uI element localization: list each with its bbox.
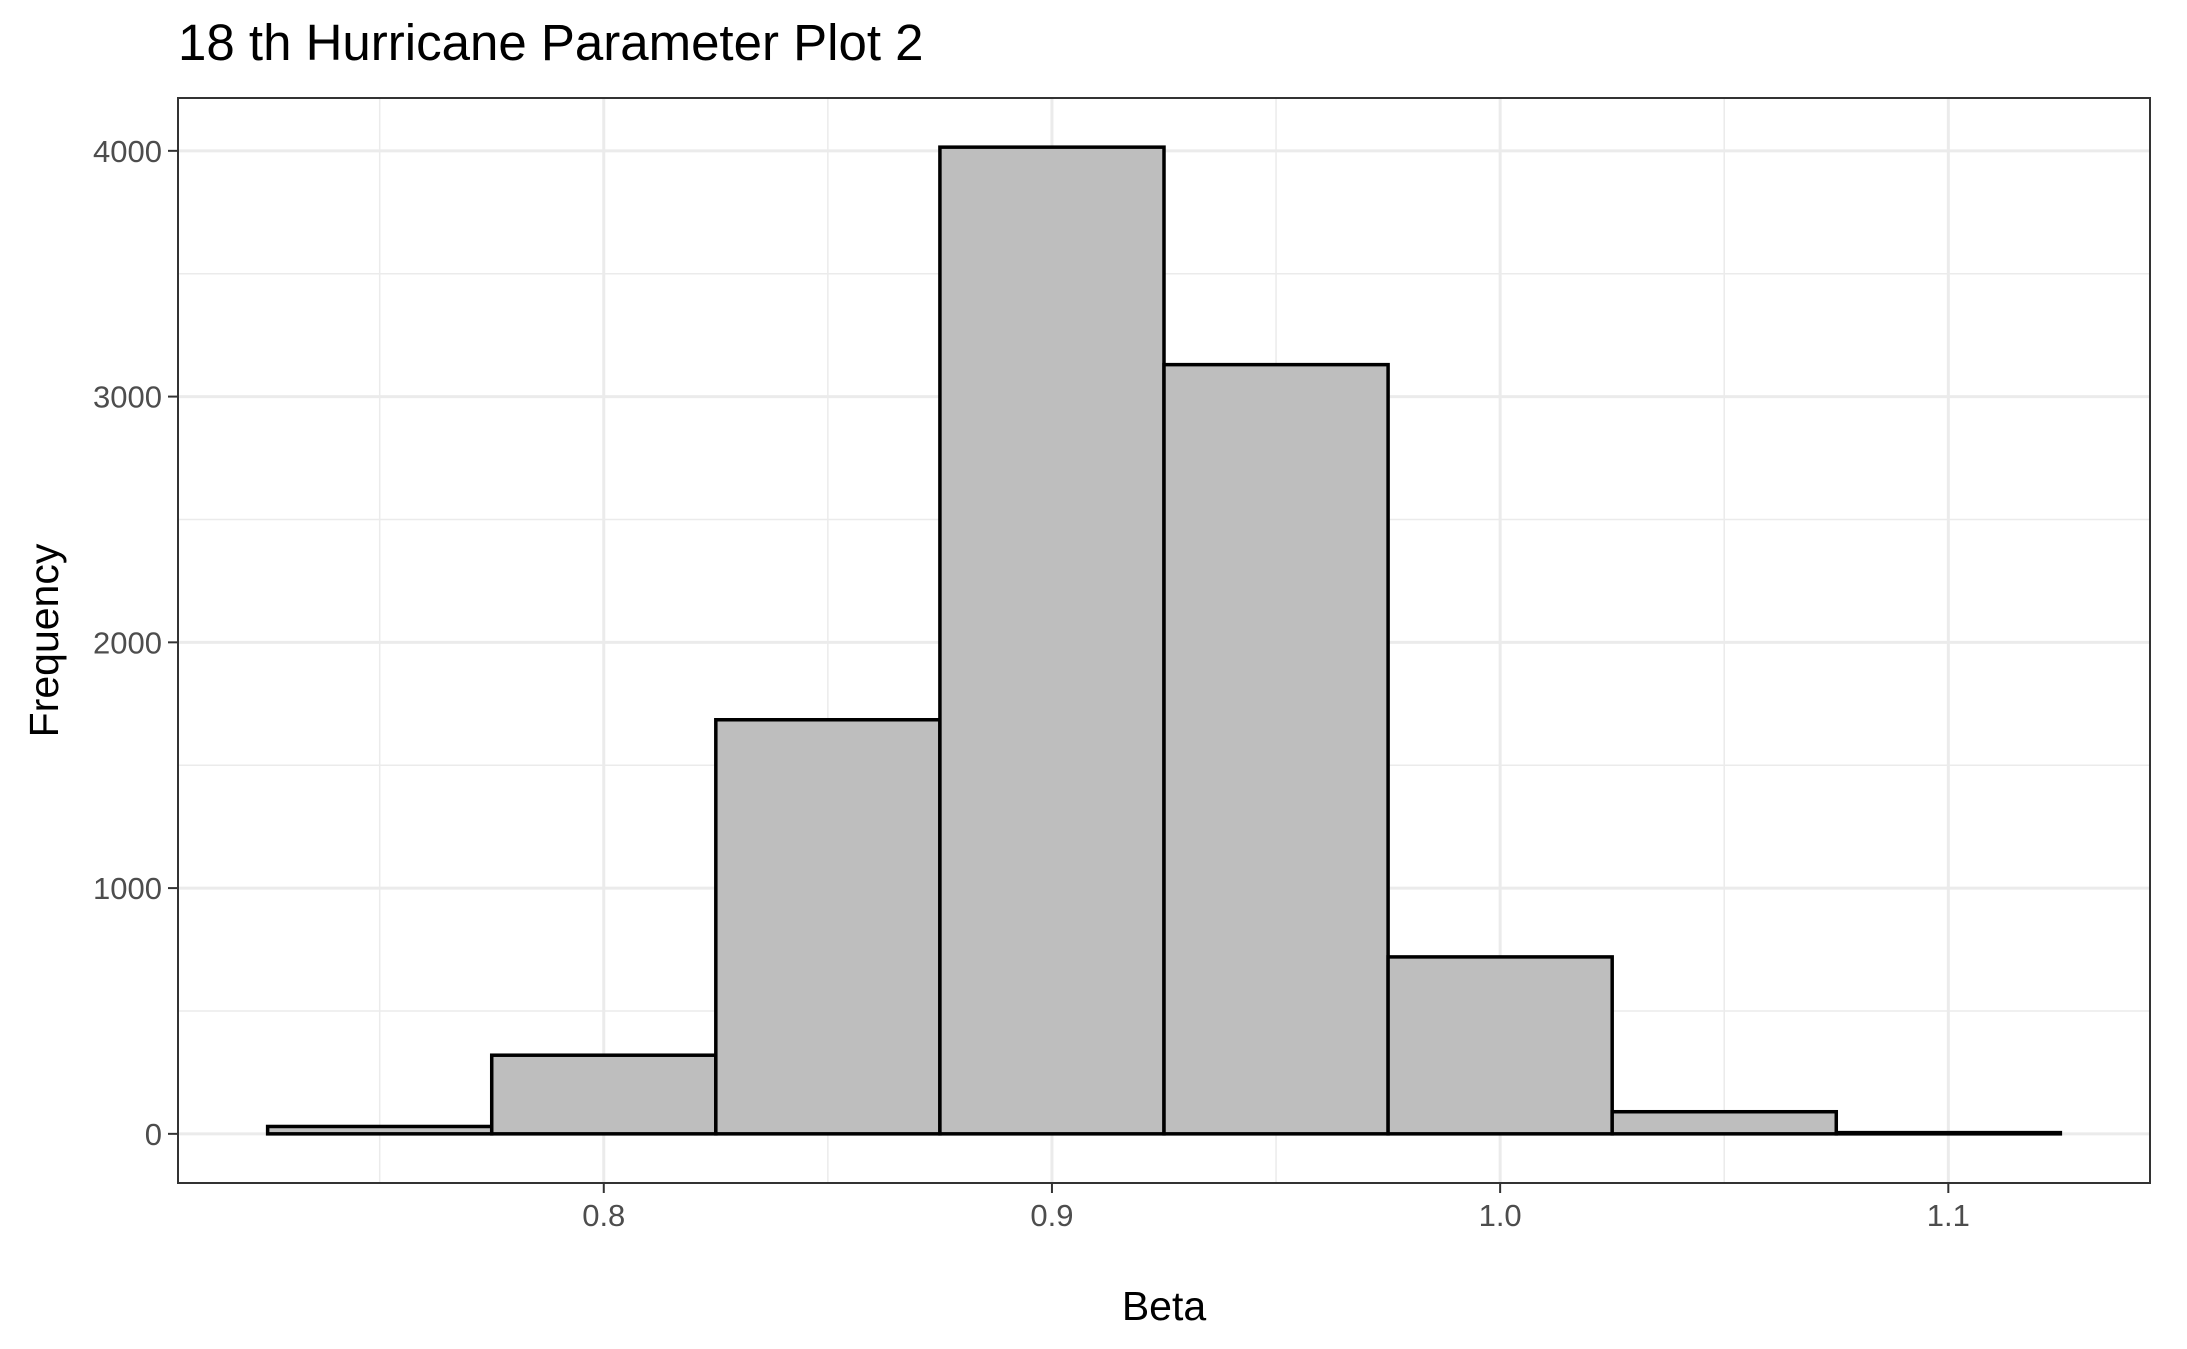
x-tick-label: 0.9: [1030, 1198, 1073, 1233]
y-tick-label: 3000: [93, 380, 162, 415]
histogram-bar: [938, 145, 1166, 1136]
histogram-bar: [1386, 955, 1614, 1136]
histogram-bar: [265, 1124, 494, 1136]
histogram-bar: [489, 1053, 718, 1136]
x-axis-title: Beta: [1122, 1283, 1207, 1329]
y-tick-label: 2000: [93, 625, 162, 660]
axes: 0.8 0.9 1.0 1.1 0 1000 2000 3000 4000: [93, 134, 1970, 1233]
chart-title: 18 th Hurricane Parameter Plot 2: [178, 14, 924, 71]
histogram-bar: [1834, 1130, 2063, 1136]
x-tick-label: 0.8: [582, 1198, 625, 1233]
x-tick-label: 1.1: [1927, 1198, 1970, 1233]
histogram-bars: [265, 145, 2063, 1136]
histogram-bar: [1610, 1109, 1839, 1136]
y-axis-title: Frequency: [21, 543, 67, 737]
x-tick-label: 1.0: [1479, 1198, 1522, 1233]
histogram-bar: [714, 718, 942, 1136]
y-tick-label: 0: [145, 1117, 162, 1152]
plot-panel-border: [177, 97, 2151, 1184]
histogram-bar: [1162, 362, 1390, 1136]
y-tick-label: 1000: [93, 871, 162, 906]
y-tick-label: 4000: [93, 134, 162, 169]
